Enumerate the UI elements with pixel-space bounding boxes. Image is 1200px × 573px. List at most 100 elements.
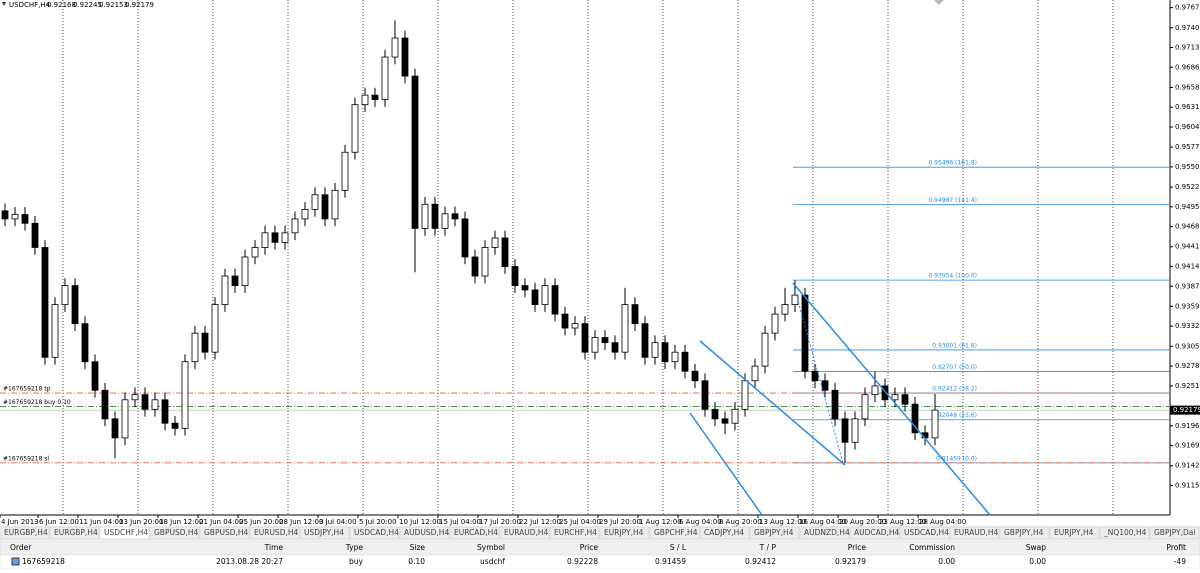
tab[interactable]: GBPJPY,H4 [999,526,1050,540]
candle-body [41,247,49,358]
column-header[interactable]: Order [10,543,32,552]
tab-bg[interactable] [1099,526,1150,540]
tab[interactable]: USDCHF,H4 [99,526,150,540]
tab-bg[interactable] [799,526,850,540]
tab[interactable]: GBPJPY,H4 [749,526,800,540]
column-header[interactable]: T / P [759,543,777,552]
tab-bg[interactable] [949,526,1000,540]
column-header[interactable]: Price [848,543,867,552]
table-cell: usdchf [480,557,505,566]
candle-body [351,104,359,153]
tab-bg[interactable] [149,526,200,540]
tab[interactable]: EURGBP,H4 [49,526,100,540]
quote-close: 0.92179 [125,1,154,9]
tab-label[interactable]: EURGBP,H4 [4,528,48,537]
x-tick-label: 22 Jul 12:00 [519,518,561,526]
tab-label[interactable]: EURCAD,H4 [454,528,498,537]
tab-label[interactable]: GBPCHF,H4 [654,528,698,537]
column-header[interactable]: Time [264,543,284,552]
tab-bg[interactable] [499,526,550,540]
candle-body [211,304,219,353]
tab-bg[interactable] [0,526,50,540]
tab-label[interactable]: USDJPY,H4 [304,528,344,537]
tab-bg[interactable] [749,526,800,540]
tab[interactable]: USDCAD,H4 [899,526,950,540]
tab[interactable]: AUDCAD,H4 [849,526,900,540]
tab-label[interactable]: EURJPY,H4 [1054,528,1094,537]
tab-bg[interactable] [449,526,500,540]
column-header[interactable]: Type [345,543,364,552]
candle-body [441,213,449,229]
tab-bg[interactable] [649,526,700,540]
tab-label[interactable]: AUDCAD,H4 [854,528,900,537]
tab-label[interactable]: EURGBP,H4 [54,528,98,537]
tab-bg[interactable] [399,526,450,540]
candle-body [181,361,189,429]
tab-bg[interactable] [199,526,250,540]
tab[interactable]: GBPUSD,H4 [199,526,250,540]
tab-label[interactable]: USDCHF,H4 [104,528,148,537]
tab-label[interactable]: GBPUSD,H4 [204,528,249,537]
tab[interactable]: AUDUSD,H4 [399,526,450,540]
candle-body [681,351,689,372]
tab-label[interactable]: AUDNZD,H4 [804,528,850,537]
tab-bg[interactable] [349,526,400,540]
candle-body [881,385,889,401]
tab-bg[interactable] [899,526,950,540]
tab[interactable]: EURJPY,H4 [1049,526,1100,540]
tab[interactable]: _NQ100,H4 [1099,526,1150,540]
x-tick-label: 1 Aug 12:00 [639,518,682,526]
tab-bg[interactable] [1149,526,1200,540]
tab[interactable]: EURCAD,H4 [449,526,500,540]
tab-bg[interactable] [249,526,300,540]
tab-label[interactable]: GBPUSD,H4 [154,528,199,537]
tab-bg[interactable] [299,526,350,540]
tab-label[interactable]: CADJPY,H4 [704,528,744,537]
column-header[interactable]: Swap [1026,543,1046,552]
column-header[interactable]: Commission [909,543,955,552]
tab-bg[interactable] [1049,526,1100,540]
tab[interactable]: GBPCHF,H4 [649,526,700,540]
y-tick-label: 0.91695 [1175,442,1200,450]
tab-label[interactable]: EURAUD,H4 [504,528,549,537]
tab[interactable]: EURCHF,H4 [549,526,600,540]
tab[interactable]: GBPJPY,Dai [1149,526,1200,540]
tab[interactable]: CADJPY,H4 [699,526,750,540]
tab-bg[interactable] [999,526,1050,540]
tab-bg[interactable] [599,526,650,540]
tab-label[interactable]: GBPJPY,H4 [1004,528,1044,537]
tab-label[interactable]: EURJPY,H4 [604,528,644,537]
tab[interactable]: EURAUD,H4 [499,526,550,540]
tab-label[interactable]: USDCAD,H4 [354,528,399,537]
column-header[interactable]: S / L [670,543,687,552]
tab-bg[interactable] [699,526,750,540]
tab[interactable]: EURGBP,H4 [0,526,50,540]
tab-label[interactable]: GBPJPY,Dai [1154,528,1195,537]
tab-bg[interactable] [99,526,150,540]
tab-label[interactable]: EURCHF,H4 [554,528,597,537]
tab-label[interactable]: _NQ100,H4 [1103,528,1147,537]
candle-body [251,247,259,258]
candle-body [421,203,429,229]
tab[interactable]: USDCAD,H4 [349,526,400,540]
tab[interactable]: GBPUSD,H4 [149,526,200,540]
tab[interactable]: EURAUD,H4 [949,526,1000,540]
candle-body [221,275,229,305]
tab-label[interactable]: AUDUSD,H4 [404,528,449,537]
tab-label[interactable]: USDCAD,H4 [904,528,949,537]
tab-bg[interactable] [549,526,600,540]
column-header[interactable]: Symbol [477,543,505,552]
tab[interactable]: EURUSD,H4 [249,526,300,540]
tab-label[interactable]: EURAUD,H4 [954,528,999,537]
column-header[interactable]: Price [580,543,599,552]
tab-label[interactable]: GBPJPY,H4 [754,528,794,537]
tab-bg[interactable] [49,526,100,540]
tab[interactable]: USDJPY,H4 [299,526,350,540]
tab-label[interactable]: EURUSD,H4 [254,528,298,537]
column-header[interactable]: Size [410,543,426,552]
column-header[interactable]: Profit [1166,543,1186,552]
tab[interactable]: EURJPY,H4 [599,526,650,540]
tab-bg[interactable] [849,526,900,540]
tab[interactable]: AUDNZD,H4 [799,526,850,540]
